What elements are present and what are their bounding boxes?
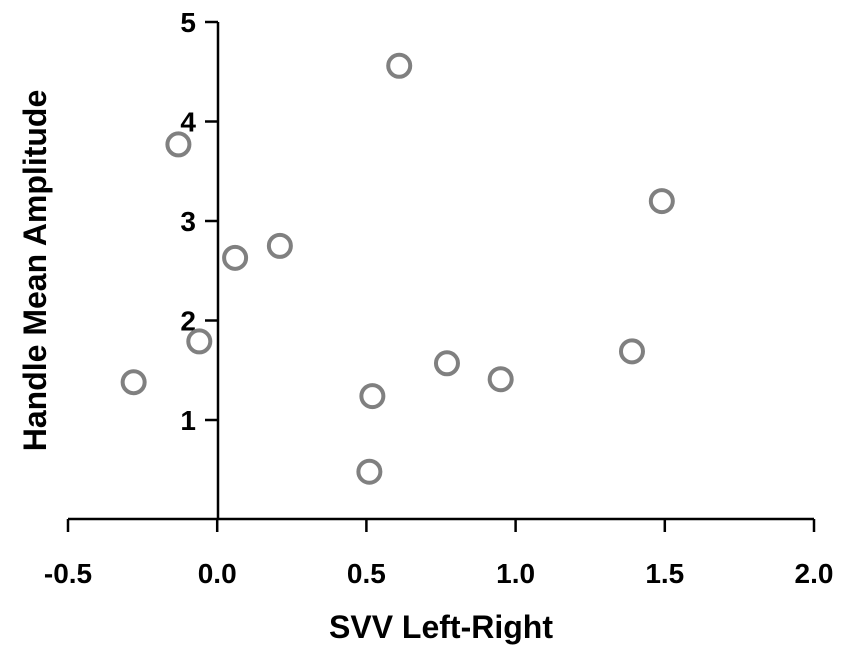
data-point xyxy=(165,131,192,158)
data-point xyxy=(356,458,383,485)
y-tick-label: 2 xyxy=(180,306,196,337)
x-ticks: -0.5 0.0 0.5 1.0 1.5 2.0 xyxy=(44,519,834,589)
data-points xyxy=(120,52,675,485)
y-tick-label: 5 xyxy=(180,7,196,38)
data-point xyxy=(120,369,147,396)
y-tick-label: 3 xyxy=(180,206,196,237)
x-tick-label: -0.5 xyxy=(44,558,92,589)
y-tick-label: 1 xyxy=(180,405,196,436)
data-point xyxy=(618,338,645,365)
x-tick-label: 1.0 xyxy=(496,558,535,589)
x-tick-label: 0.0 xyxy=(198,558,237,589)
data-point xyxy=(359,383,386,410)
data-point xyxy=(386,52,413,79)
x-tick-label: 0.5 xyxy=(347,558,386,589)
data-point xyxy=(222,244,249,271)
data-point xyxy=(186,328,213,355)
y-axis-title: Handle Mean Amplitude xyxy=(17,90,53,452)
x-tick-label: 2.0 xyxy=(795,558,834,589)
data-point xyxy=(487,366,514,393)
x-axis-title: SVV Left-Right xyxy=(329,609,553,645)
x-tick-label: 1.5 xyxy=(645,558,684,589)
y-ticks: 1 2 3 4 5 xyxy=(180,7,218,436)
data-point xyxy=(266,232,293,259)
y-tick-label: 4 xyxy=(180,107,196,138)
data-point xyxy=(648,188,675,215)
data-point xyxy=(433,350,460,377)
